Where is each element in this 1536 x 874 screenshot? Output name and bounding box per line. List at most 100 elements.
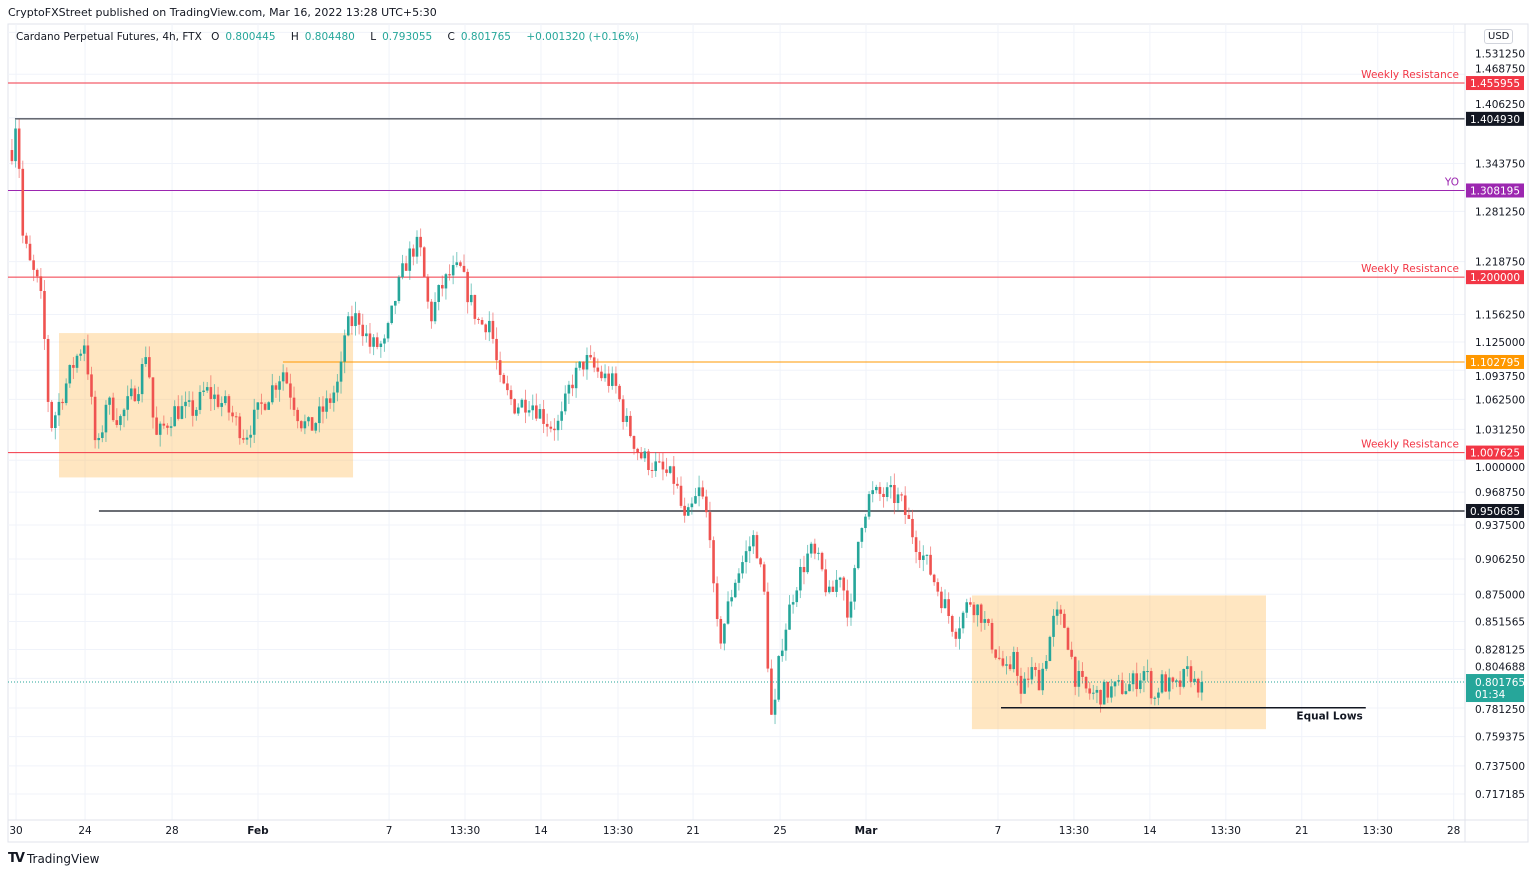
candle-body — [780, 650, 784, 657]
y-tick-label: 1.218750 — [1475, 257, 1525, 269]
candle-body — [636, 448, 639, 453]
candle-body — [1153, 697, 1157, 699]
candle-body — [1077, 670, 1081, 687]
candle-body — [846, 590, 849, 618]
candle-body — [1131, 673, 1135, 685]
y-tick-label: 0.875000 — [1475, 589, 1525, 601]
candle-body — [947, 599, 950, 617]
level-price-label-bg — [1466, 270, 1524, 285]
candle-body — [289, 383, 292, 398]
x-tick-label: 13:30 — [603, 825, 633, 837]
candle-body — [936, 582, 940, 592]
candle-body — [864, 516, 867, 529]
candle-body — [997, 657, 1001, 659]
candle-body — [730, 597, 733, 602]
candle-body — [383, 338, 386, 344]
candle-body — [39, 276, 43, 291]
candle-body — [263, 403, 267, 410]
high-label: H — [290, 31, 299, 43]
level-note: Weekly Resistance — [1361, 263, 1459, 275]
candle-body — [408, 248, 412, 271]
candle-body — [437, 285, 440, 302]
candle-body — [1055, 609, 1059, 616]
candle-body — [477, 318, 480, 321]
candle-body — [386, 323, 390, 339]
candle-body — [849, 601, 853, 618]
candle-body — [903, 495, 907, 515]
symbol-name: Cardano Perpetual Futures, 4h, FTX — [16, 31, 202, 43]
candle-body — [650, 469, 654, 471]
candle-body — [900, 494, 903, 496]
candle-body — [209, 387, 213, 399]
candle-body — [296, 409, 299, 422]
candle-body — [976, 604, 979, 616]
candle-body — [361, 324, 365, 337]
currency-button[interactable]: USD — [1484, 29, 1514, 44]
candle-body — [806, 553, 809, 573]
candle-body — [983, 619, 987, 623]
candle-body — [1044, 660, 1048, 669]
candle-body — [1196, 678, 1200, 693]
candle-body — [708, 512, 712, 541]
candle-body — [205, 387, 209, 391]
candle-body — [654, 461, 657, 471]
candle-body — [726, 601, 730, 624]
candle-body — [158, 423, 162, 435]
level-note: Weekly Resistance — [1361, 69, 1459, 81]
candle-body — [28, 243, 32, 261]
candle-body — [954, 631, 958, 639]
candle-body — [173, 406, 176, 427]
candle-body — [93, 396, 97, 441]
candle-body — [878, 486, 882, 494]
candle-body — [502, 374, 506, 384]
candle-body — [82, 345, 86, 354]
candle-body — [932, 574, 936, 583]
candle-body — [600, 371, 603, 379]
tradingview-logo[interactable]: 𝗧𝗩 TradingView — [8, 851, 99, 866]
y-tick-label: 0.851565 — [1475, 617, 1525, 629]
candle-body — [111, 397, 115, 421]
candle-body — [234, 416, 238, 418]
candle-body — [625, 415, 629, 422]
candle-body — [585, 355, 589, 370]
candle-body — [480, 320, 484, 325]
candle-body — [148, 357, 151, 378]
level-price-label-bg — [1466, 183, 1524, 198]
y-tick-label: 1.281250 — [1475, 206, 1525, 218]
candle-body — [21, 168, 25, 236]
candle-body — [285, 372, 289, 384]
candle-body — [885, 487, 889, 498]
candle-body — [571, 384, 574, 389]
candle-body — [155, 417, 158, 435]
candle-body — [72, 365, 75, 368]
candle-body — [252, 409, 256, 435]
candle-body — [140, 364, 144, 395]
x-tick-label: 7 — [995, 825, 1002, 837]
candle-body — [809, 543, 813, 554]
candle-body — [639, 452, 643, 459]
candle-body — [195, 409, 198, 416]
candle-body — [372, 337, 375, 347]
symbol-legend: Cardano Perpetual Futures, 4h, FTX O 0.80… — [16, 31, 645, 43]
candle-body — [582, 361, 585, 370]
candle-body — [835, 579, 838, 592]
candle-body — [1175, 680, 1178, 682]
candle-body — [180, 406, 184, 419]
candle-body — [249, 434, 252, 438]
candle-body — [524, 399, 527, 413]
candle-body — [820, 552, 824, 570]
candle-body — [527, 410, 531, 413]
level-price-label-bg — [1466, 503, 1524, 518]
candle-body — [64, 383, 68, 404]
level-price-label: 1.102795 — [1470, 357, 1520, 369]
time-axis[interactable]: 30 24 28 Feb 7 13:30 14 13:30 21 25 Mar 7 13:30 14 13:… — [9, 825, 1460, 837]
candle-body — [589, 355, 592, 358]
x-tick-label: 13:30 — [1211, 825, 1241, 837]
x-tick-label: 13:30 — [1059, 825, 1089, 837]
candle-body — [607, 373, 610, 386]
price-axis[interactable]: 1.531250 1.468750 1.406250 1.343750 1.281250… — [1475, 48, 1525, 801]
candle-body — [658, 461, 661, 463]
candle-body — [108, 397, 111, 405]
candle-body — [1164, 674, 1167, 692]
